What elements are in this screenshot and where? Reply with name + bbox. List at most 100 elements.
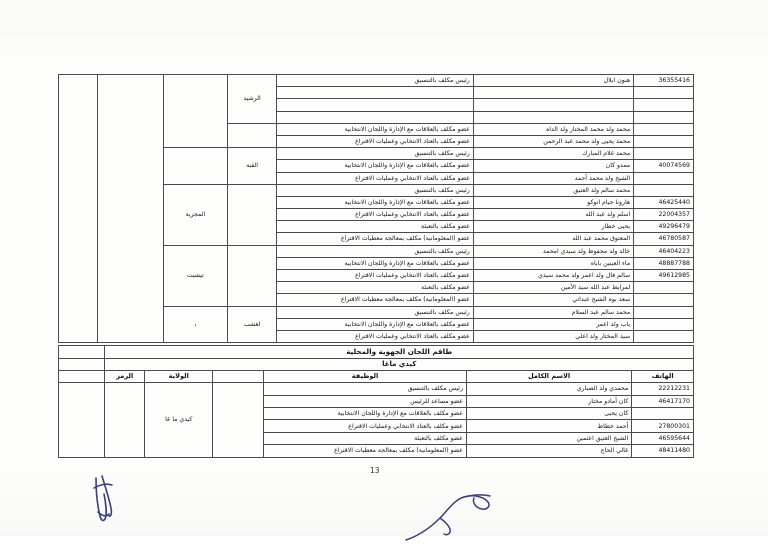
cell-moughataa <box>162 147 228 185</box>
cell-name: محمد غلام المبارك <box>472 147 635 161</box>
cell-role: عضو مكلف بالعلاقات مع الإدارة واللجان ال… <box>276 317 474 331</box>
cell-role: عضو مكلف بالعلاقات مع الإدارة واللجان ال… <box>263 407 467 421</box>
cell-phone: 27800301 <box>631 419 694 433</box>
cell-name: هارونا جيام اتوكو <box>472 195 635 210</box>
cell-commune: لغشب <box>226 305 278 344</box>
cell-name: محمد ولد محمد المختار ولد الداه <box>472 122 635 136</box>
section-subtitle: كيدي ماغا <box>104 357 694 371</box>
cell-wilaya <box>96 73 164 344</box>
column-header-name: الاسم الكامل <box>465 369 633 384</box>
cell-name: يحيى خطار <box>472 220 635 234</box>
cell-phone <box>633 110 694 124</box>
cell-role: عضو مكلف بالعتاد الانتخابي وعمليات الاقت… <box>276 208 474 222</box>
cell-name: اسلم ولد عبد الله <box>472 208 635 222</box>
cell-commune: الرشيد <box>226 74 278 124</box>
lower-header-row: الهاتف الاسم الكامل الوظيفة الولاية الرم… <box>57 369 694 384</box>
cell-role: عضو مكلف بالعلاقات مع الإدارة واللجان ال… <box>276 195 474 210</box>
cell-phone: 22004357 <box>633 208 694 222</box>
cell-phone: 46425440 <box>633 195 694 210</box>
cell-phone: 48411480 <box>631 444 694 458</box>
cell-name: سيد المختار ولد اعلي <box>472 329 635 344</box>
cell-phone <box>631 407 694 421</box>
table-row: 48411480 غالي الحاج عضو (المعلومانية) مك… <box>59 444 694 458</box>
cell-role: عضو (المعلومانية) مكلف بمعالجة معطيات ال… <box>276 293 474 307</box>
cell-role <box>276 110 474 124</box>
section-title: طاقم اللجان الجهوية والمحلية <box>104 345 694 359</box>
cell-name: كان يحيى <box>465 407 633 421</box>
cell-pad <box>57 382 106 458</box>
cell-name: محمدي ولد الصباري <box>465 382 633 396</box>
cell-phone <box>633 183 694 197</box>
cell-name: محمد يحيى ولد محمد عبد الرحمن <box>472 134 635 149</box>
cell-moughataa: ، <box>162 305 228 344</box>
cell-role: عضو (المعلومانية) مكلف بمعالجة معطيات ال… <box>276 232 474 246</box>
cell-phone: 46404223 <box>633 244 694 258</box>
table-row: 22212231 محمدي ولد الصباري رئيس مكلف بال… <box>57 382 694 458</box>
cell-phone: 46780587 <box>633 232 694 246</box>
cell-wilaya: كيدي ما غا <box>144 382 214 458</box>
cell-role: عضو مكلف بالعتاد الانتخابي وعمليات الاقت… <box>276 329 474 344</box>
cell-phone: 49612985 <box>633 268 694 283</box>
cell-name: كان أمادو مختار <box>465 394 633 409</box>
cell-phone: 46595644 <box>631 431 694 446</box>
column-header-role: الوظيفة <box>263 369 467 384</box>
cell-phone <box>633 134 694 149</box>
cell-name: هنون ابلال <box>472 73 635 88</box>
cell-role: عضو مكلف بالتعبئة <box>276 281 474 295</box>
cell-role: عضو مكلف بالعتاد الانتخابي وعمليات الاقت… <box>276 268 474 283</box>
cell-name: لمرابط عبد الله سيد الأمين <box>472 281 635 295</box>
column-header-wilaya: الولاية <box>144 369 214 384</box>
cell-commune: القبة <box>226 147 278 185</box>
cell-phone <box>633 86 694 100</box>
signature-right-icon <box>405 494 491 541</box>
cell-role: رئيس مكلف بالتنسيق <box>276 183 474 197</box>
cell-name <box>472 98 635 112</box>
cell-moughataa: المجرية <box>162 183 228 246</box>
table-row: 27800301 أحمد خطاط عضو مكلف بالعتاد الان… <box>59 419 694 433</box>
cell-role: رئيس مكلف بالتنسيق <box>276 73 474 88</box>
table-row: محمد سالم ولد العتيق رئيس مكلف بالتنسيق … <box>59 183 694 246</box>
cell-name: المعتوق محمد عبد الله <box>472 232 635 246</box>
cell-phone <box>633 329 694 344</box>
cell-moughataa: تيشيت <box>162 244 228 307</box>
cell-phone: 49296479 <box>633 220 694 234</box>
cell-phone <box>633 147 694 161</box>
table-row: سيد المختار ولد اعلي عضو مكلف بالعتاد ال… <box>59 329 694 344</box>
cell-role: رئيس مكلف بالتنسيق <box>276 244 474 258</box>
table-row: 36355416 هنون ابلال رئيس مكلف بالتنسيق ا… <box>58 73 694 344</box>
cell-role: عضو مكلف بالتعبئة <box>276 220 474 234</box>
cell-role: عضو (المعلومانية) مكلف بمعالجة معطيات ال… <box>263 444 467 458</box>
column-header-pad <box>57 369 106 384</box>
cell-phone <box>633 317 694 331</box>
cell-code <box>58 73 98 344</box>
cell-phone <box>633 305 694 319</box>
cell-phone: 48887788 <box>633 256 694 271</box>
page-number: 13 <box>370 466 380 475</box>
cell-role: عضو مكلف بالعتاد الانتخابي وعمليات الاقت… <box>276 171 474 185</box>
cell-phone: 22212231 <box>631 382 694 396</box>
cell-role: عضو مكلف بالعلاقات مع الإدارة واللجان ال… <box>276 122 474 136</box>
cell-name: محمد سالم عبد السلام <box>472 305 635 319</box>
cell-spacer <box>57 345 106 359</box>
cell-name: أحمد خطاط <box>465 419 633 433</box>
cell-name: ماء العينين باباه <box>472 256 635 271</box>
cell-name: سالم فال ولد اعمر ولد محمد سيدي <box>472 268 635 283</box>
cell-name: الشيخ ولد محمد أحمد <box>472 171 635 185</box>
cell-role: عضو مكلف بالعلاقات مع الإدارة واللجان ال… <box>276 159 474 173</box>
tables-container: 36355416 هنون ابلال رئيس مكلف بالتنسيق ا… <box>57 73 694 458</box>
cell-role: عضو مكلف بالعلاقات مع الإدارة واللجان ال… <box>276 256 474 271</box>
cell-name: غالي الحاج <box>465 444 633 458</box>
cell-role: عضو مساعد للرئيس <box>263 394 467 409</box>
cell-code <box>104 382 146 458</box>
cell-role: عضو مكلف بالتعبئة <box>263 431 467 446</box>
cell-phone: 36355416 <box>633 73 694 88</box>
cell-phone: 40074569 <box>633 159 694 173</box>
cell-name: سعد بوه الشيخ عبداتي <box>472 293 635 307</box>
cell-spacer <box>57 357 106 371</box>
column-header-phone: الهاتف <box>631 369 694 384</box>
cell-name: محمد سالم ولد العتيق <box>472 183 635 197</box>
cell-commune <box>226 183 278 246</box>
signature-left-icon <box>93 475 113 522</box>
regional-committees-table-lower: طاقم اللجان الجهوية والمحلية كيدي ماغا ا… <box>57 345 694 458</box>
